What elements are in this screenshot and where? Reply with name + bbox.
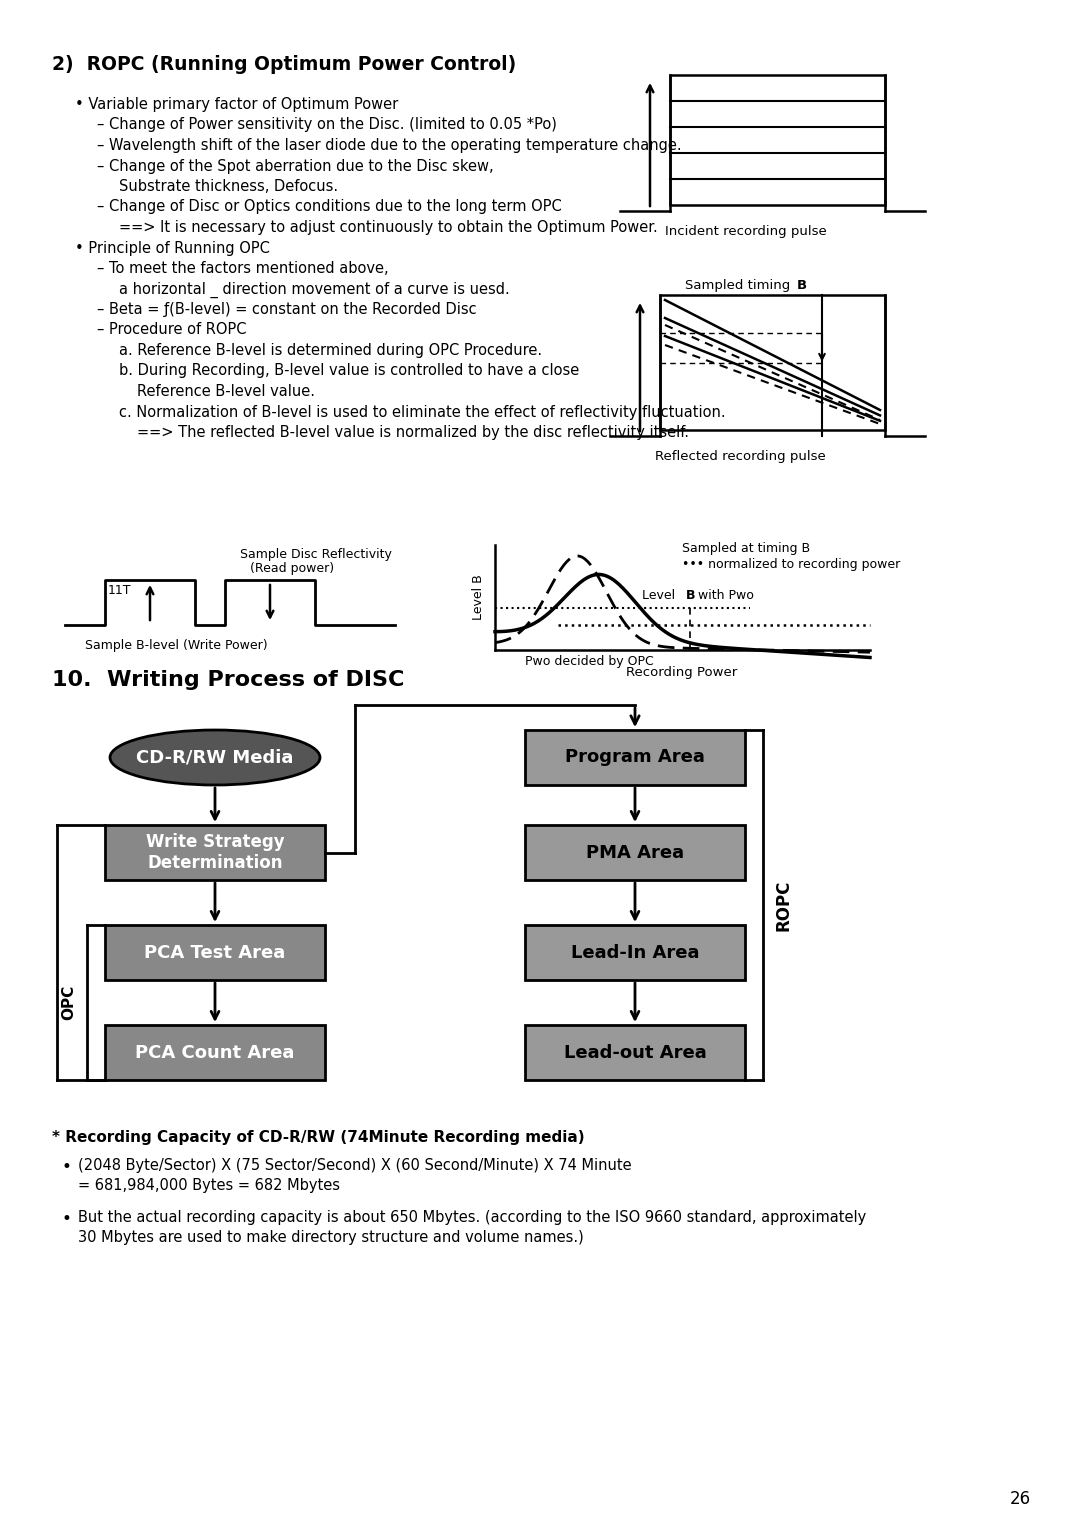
Text: Reflected recording pulse: Reflected recording pulse (654, 451, 826, 463)
Text: •: • (62, 1210, 72, 1229)
Text: b. During Recording, B-level value is controlled to have a close: b. During Recording, B-level value is co… (119, 364, 579, 379)
Bar (105, 825, 325, 880)
Text: * Recording Capacity of CD-R/RW (74Minute Recording media): * Recording Capacity of CD-R/RW (74Minut… (52, 1131, 584, 1144)
Text: 11T: 11T (108, 584, 132, 597)
Text: ROPC: ROPC (774, 879, 792, 931)
Text: a horizontal _ direction movement of a curve is uesd.: a horizontal _ direction movement of a c… (119, 281, 510, 298)
Bar (525, 730, 745, 785)
Text: 10.  Writing Process of DISC: 10. Writing Process of DISC (52, 669, 404, 691)
Text: a. Reference B-level is determined during OPC Procedure.: a. Reference B-level is determined durin… (119, 342, 542, 358)
Text: 2)  ROPC (Running Optimum Power Control): 2) ROPC (Running Optimum Power Control) (52, 55, 516, 73)
Text: – Beta = ƒ(B-level) = constant on the Recorded Disc: – Beta = ƒ(B-level) = constant on the Re… (97, 303, 476, 316)
Text: c. Normalization of B-level is used to eliminate the effect of reflectivity fluc: c. Normalization of B-level is used to e… (119, 405, 726, 420)
Text: B: B (686, 588, 696, 602)
Text: Incident recording pulse: Incident recording pulse (665, 225, 827, 238)
Text: – To meet the factors mentioned above,: – To meet the factors mentioned above, (97, 261, 389, 277)
Text: (2048 Byte/Sector) X (75 Sector/Second) X (60 Second/Minute) X 74 Minute: (2048 Byte/Sector) X (75 Sector/Second) … (78, 1158, 632, 1174)
Bar (670, 75, 885, 205)
Text: Write Strategy
Determination: Write Strategy Determination (146, 833, 284, 872)
Text: 26: 26 (1010, 1490, 1030, 1508)
Text: (Read power): (Read power) (249, 562, 334, 575)
Text: Program Area: Program Area (565, 749, 705, 767)
Text: Substrate thickness, Defocus.: Substrate thickness, Defocus. (119, 179, 338, 194)
Text: Pwo decided by OPC: Pwo decided by OPC (525, 656, 653, 668)
Text: Recording Power: Recording Power (626, 666, 738, 678)
Text: = 681,984,000 Bytes = 682 Mbytes: = 681,984,000 Bytes = 682 Mbytes (78, 1178, 340, 1193)
Bar (525, 924, 745, 979)
Bar (525, 1025, 745, 1080)
Text: B: B (797, 280, 807, 292)
Text: Sampled at timing B: Sampled at timing B (683, 542, 811, 555)
Text: – Change of the Spot aberration due to the Disc skew,: – Change of the Spot aberration due to t… (97, 159, 494, 174)
Bar (105, 1025, 325, 1080)
Text: •: • (62, 1158, 72, 1177)
Text: PCA Count Area: PCA Count Area (135, 1044, 295, 1062)
Text: – Change of Disc or Optics conditions due to the long term OPC: – Change of Disc or Optics conditions du… (97, 200, 562, 214)
Text: CD-R/RW Media: CD-R/RW Media (136, 749, 294, 767)
Ellipse shape (110, 730, 320, 785)
Text: OPC: OPC (62, 986, 77, 1021)
Text: Sample Disc Reflectivity: Sample Disc Reflectivity (240, 549, 392, 561)
Text: Lead-In Area: Lead-In Area (570, 943, 699, 961)
Text: – Change of Power sensitivity on the Disc. (limited to 0.05 *Po): – Change of Power sensitivity on the Dis… (97, 118, 557, 133)
Text: PMA Area: PMA Area (586, 843, 684, 862)
Text: But the actual recording capacity is about 650 Mbytes. (according to the ISO 966: But the actual recording capacity is abo… (78, 1210, 866, 1225)
Text: • Principle of Running OPC: • Principle of Running OPC (75, 240, 270, 255)
Text: PCA Test Area: PCA Test Area (145, 943, 285, 961)
Text: 30 Mbytes are used to make directory structure and volume names.): 30 Mbytes are used to make directory str… (78, 1230, 584, 1245)
Text: Level B: Level B (473, 575, 486, 620)
Text: Lead-out Area: Lead-out Area (564, 1044, 706, 1062)
Text: – Wavelength shift of the laser diode due to the operating temperature change.: – Wavelength shift of the laser diode du… (97, 138, 681, 153)
Text: ==> It is necessary to adjust continuously to obtain the Optimum Power.: ==> It is necessary to adjust continuous… (119, 220, 658, 235)
Text: ==> The reflected B-level value is normalized by the disc reflectivity itself.: ==> The reflected B-level value is norma… (137, 425, 689, 440)
Text: ••• normalized to recording power: ••• normalized to recording power (683, 558, 901, 571)
Text: Reference B-level value.: Reference B-level value. (137, 384, 315, 399)
Text: Sample B-level (Write Power): Sample B-level (Write Power) (85, 639, 268, 652)
Bar (105, 924, 325, 979)
Text: with Pwo: with Pwo (694, 588, 754, 602)
Bar (660, 295, 885, 429)
Bar (525, 825, 745, 880)
Text: Sampled timing: Sampled timing (685, 280, 799, 292)
Text: Level: Level (643, 588, 679, 602)
Text: • Variable primary factor of Optimum Power: • Variable primary factor of Optimum Pow… (75, 96, 399, 112)
Text: – Procedure of ROPC: – Procedure of ROPC (97, 322, 246, 338)
